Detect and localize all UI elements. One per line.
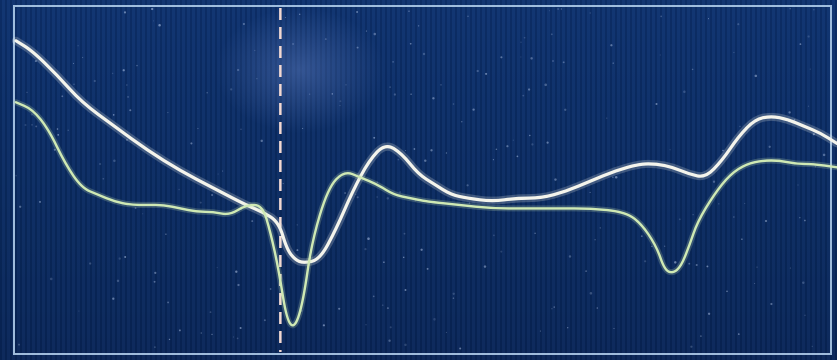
plot-border <box>13 5 832 355</box>
series-1-line <box>14 39 837 264</box>
series-2-glow <box>13 99 837 329</box>
series-1-glow <box>12 36 837 267</box>
series-layer <box>12 36 837 329</box>
screen-noise <box>15 7 826 353</box>
series-2-line <box>14 101 837 327</box>
